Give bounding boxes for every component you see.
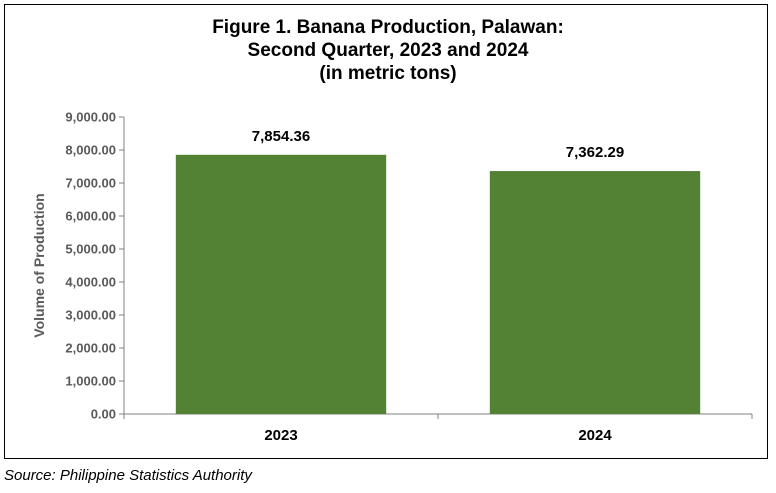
chart-title-line-3: (in metric tons) [319,63,457,84]
bar-2024 [489,171,701,414]
source-note: Source: Philippine Statistics Authority [4,467,252,484]
y-tick-label: 4,000.00 [65,275,116,290]
y-axis-label: Volume of Production [31,193,47,337]
y-tick-label: 7,000.00 [65,176,116,191]
y-tick-label: 9,000.00 [65,110,116,125]
chart-title-line-2: Second Quarter, 2023 and 2024 [247,40,529,61]
chart-title-line-1: Figure 1. Banana Production, Palawan: [212,17,564,38]
y-axis: 0.00 1,000.00 2,000.00 3,000.00 4,000.00 5,00… [65,110,125,422]
y-tick-label: 8,000.00 [65,143,116,158]
data-label-2023: 7,854.36 [252,128,310,145]
bar-2023 [175,154,387,414]
y-tick-label: 6,000.00 [65,209,116,224]
x-tick-label-2023: 2023 [264,427,297,444]
y-tick-label: 0.00 [91,407,116,422]
y-tick-label: 5,000.00 [65,242,116,257]
bars [175,154,701,414]
y-tick-label: 1,000.00 [65,374,116,389]
y-tick-label: 2,000.00 [65,341,116,356]
x-tick-label-2024: 2024 [578,427,612,444]
chart-title: Figure 1. Banana Production, Palawan: Se… [0,16,776,85]
bar-chart: 0.00 1,000.00 2,000.00 3,000.00 4,000.00 5,00… [31,110,753,444]
x-axis: 2023 2024 [123,413,753,444]
data-labels: 7,854.36 7,362.29 [252,128,624,161]
data-label-2024: 7,362.29 [566,144,624,161]
y-tick-label: 3,000.00 [65,308,116,323]
